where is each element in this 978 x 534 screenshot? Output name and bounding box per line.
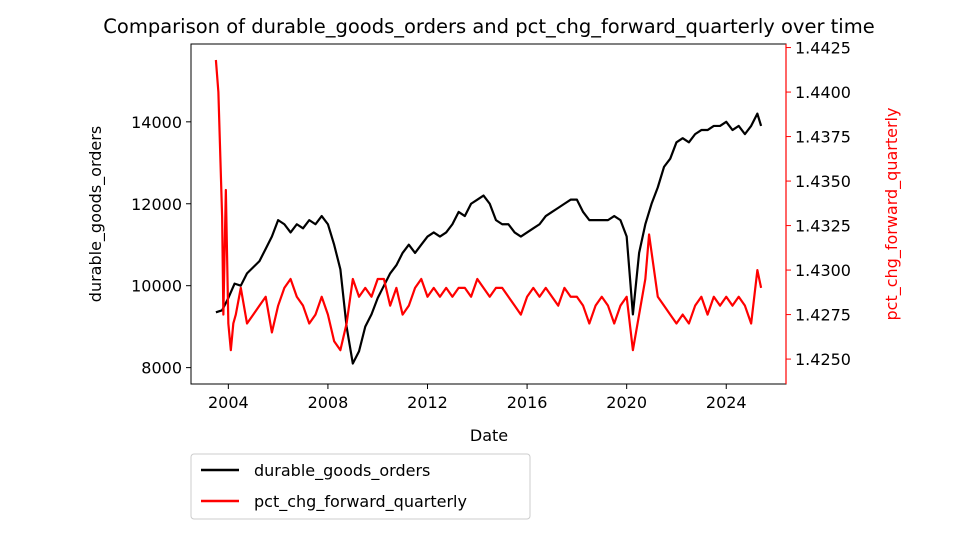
y-left-tick-label: 14000: [131, 113, 182, 132]
y-right-tick-label: 1.4425: [795, 39, 851, 58]
x-tick-label: 2008: [308, 393, 349, 412]
x-tick-label: 2016: [507, 393, 548, 412]
y-right-tick-label: 1.4325: [795, 217, 851, 236]
y-right-tick-label: 1.4300: [795, 261, 851, 280]
chart-title: Comparison of durable_goods_orders and p…: [103, 15, 874, 38]
x-tick-label: 2004: [208, 393, 249, 412]
legend: durable_goods_orders pct_chg_forward_qua…: [190, 453, 531, 520]
x-tick-label: 2012: [407, 393, 448, 412]
legend-label-durable-goods-orders: durable_goods_orders: [254, 461, 430, 481]
y-right-tick-label: 1.4350: [795, 172, 851, 191]
left-series-layer: [215, 112, 763, 365]
series-line-durable-goods-orders: [215, 112, 763, 365]
y-axis-right: 1.4250 1.4275 1.4300 1.4325 1.4350 1.4375 1.44…: [785, 39, 851, 384]
y-left-tick-label: 10000: [131, 277, 182, 296]
y-axis-right-label: pct_chg_forward_quarterly: [882, 108, 902, 321]
y-right-tick-label: 1.4400: [795, 83, 851, 102]
x-tick-label: 2024: [706, 393, 747, 412]
y-axis-left-label: durable_goods_orders: [86, 126, 106, 302]
y-left-tick-label: 8000: [141, 359, 182, 378]
y-right-tick-label: 1.4275: [795, 306, 851, 325]
y-right-tick-label: 1.4250: [795, 350, 851, 369]
legend-label-pct-chg-forward-quarterly: pct_chg_forward_quarterly: [254, 492, 467, 512]
x-tick-label: 2020: [606, 393, 647, 412]
x-axis: 2004 2008 2012 2016 2020 2024: [208, 384, 747, 412]
y-right-tick-label: 1.4375: [795, 128, 851, 147]
right-series-layer: [214, 59, 763, 352]
x-axis-label: Date: [470, 426, 508, 445]
y-axis-left: 8000 10000 12000 14000: [131, 113, 191, 378]
y-left-tick-label: 12000: [131, 195, 182, 214]
legend-frame: [190, 453, 531, 520]
series-line-pct-chg-forward-quarterly: [214, 59, 763, 352]
